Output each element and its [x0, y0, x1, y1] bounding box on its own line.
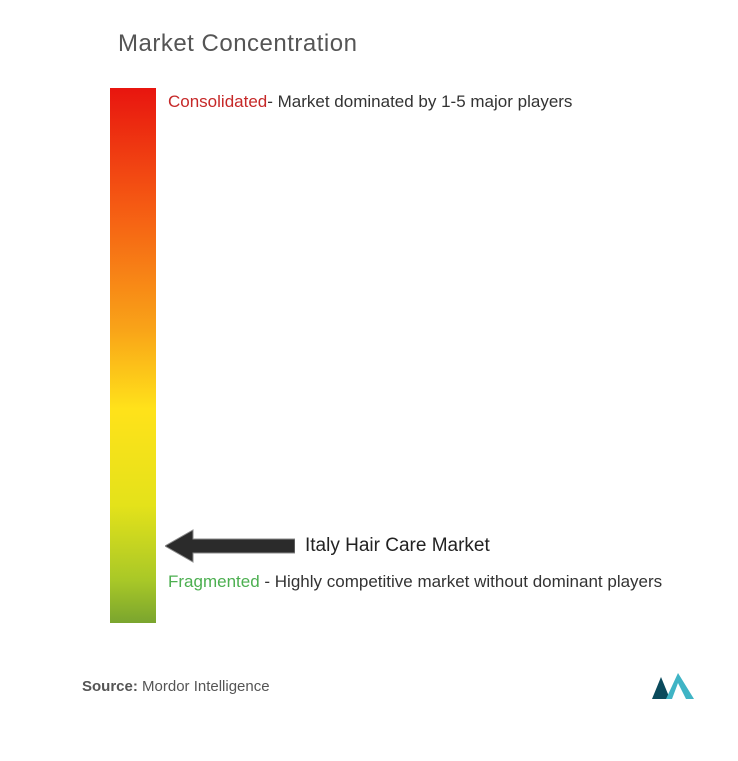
consolidated-label: Consolidated- Market dominated by 1-5 ma…	[168, 88, 572, 115]
footer: Source: Mordor Intelligence	[82, 671, 698, 701]
consolidated-keyword: Consolidated	[168, 92, 267, 111]
arrow-left-icon	[165, 528, 295, 564]
source-text: Source: Mordor Intelligence	[82, 678, 270, 695]
consolidated-description: - Market dominated by 1-5 major players	[267, 92, 572, 111]
page-title: Market Concentration	[118, 30, 738, 58]
market-position-arrow: Italy Hair Care Market	[165, 528, 490, 564]
fragmented-label: Fragmented - Highly competitive market w…	[168, 568, 718, 595]
source-value: Mordor Intelligence	[142, 678, 270, 695]
fragmented-description: - Highly competitive market without domi…	[260, 572, 663, 591]
market-name-label: Italy Hair Care Market	[305, 535, 490, 557]
source-label: Source:	[82, 678, 142, 695]
fragmented-keyword: Fragmented	[168, 572, 260, 591]
concentration-chart: Consolidated- Market dominated by 1-5 ma…	[110, 88, 738, 623]
gradient-scale-bar	[110, 88, 156, 623]
brand-logo-icon	[650, 671, 698, 701]
